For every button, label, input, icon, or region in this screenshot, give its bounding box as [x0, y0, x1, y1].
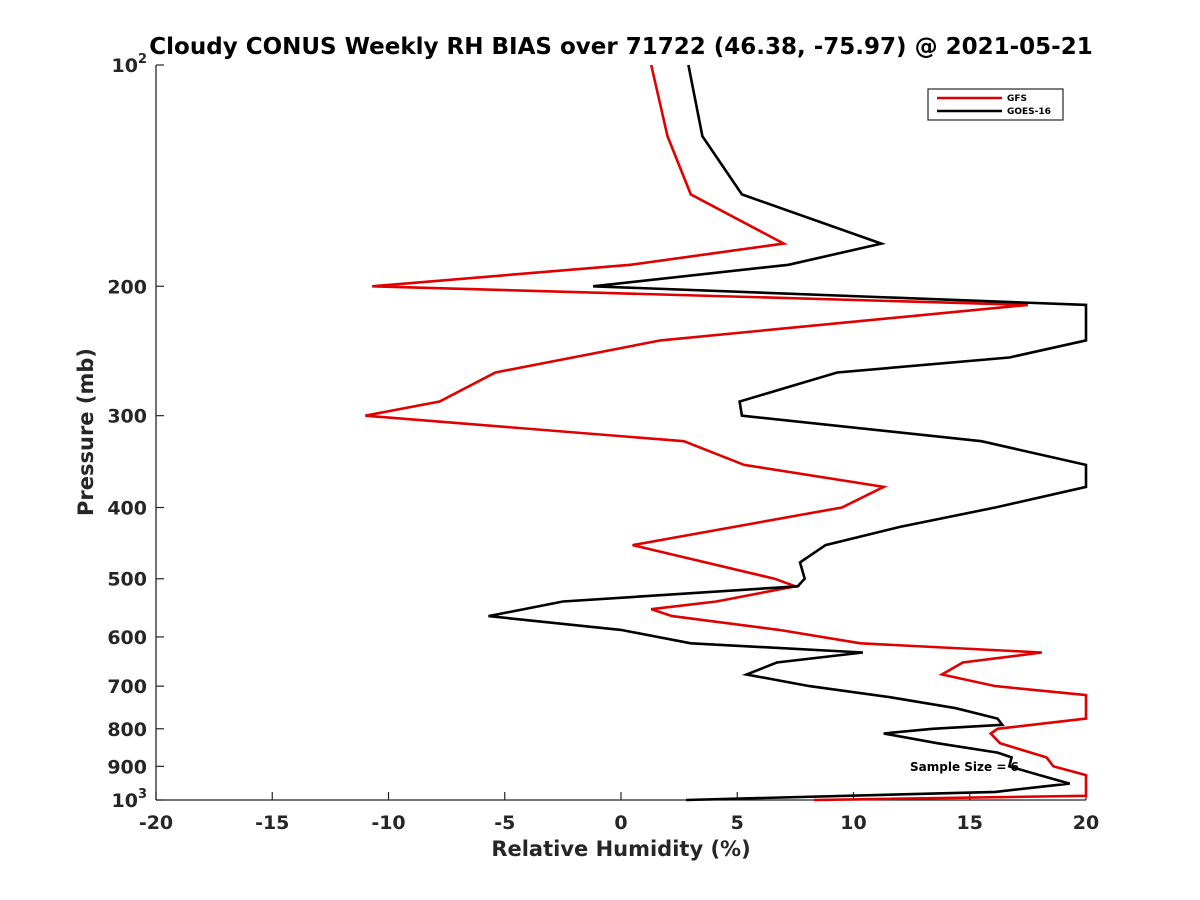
x-tick-label: 15 — [957, 812, 983, 834]
legend: GFS GOES-16 — [927, 88, 1064, 121]
y-tick-label: 600 — [107, 627, 147, 649]
y-tick-label: 400 — [107, 498, 147, 520]
series-line-goes16 — [488, 64, 1088, 802]
series-line-gfs — [365, 64, 1088, 802]
y-tick-base: 10 — [112, 55, 138, 77]
x-tick-label: -15 — [255, 812, 289, 834]
x-tick-label: -20 — [139, 812, 173, 834]
y-tick-exponent: 3 — [138, 787, 147, 802]
chart-title: Cloudy CONUS Weekly RH BIAS over 71722 (… — [149, 34, 1092, 60]
legend-label-gfs: GFS — [1007, 94, 1027, 104]
legend-box — [927, 88, 1064, 121]
y-tick-exponent: 2 — [138, 52, 147, 67]
legend-label-goes16: GOES-16 — [1007, 107, 1051, 117]
y-tick-label: 800 — [107, 719, 147, 741]
x-tick-label: -10 — [371, 812, 405, 834]
y-tick-label: 900 — [107, 756, 147, 778]
x-tick-label: 10 — [840, 812, 866, 834]
plot-area — [155, 65, 1086, 801]
x-tick-label: 5 — [731, 812, 744, 834]
series-layer — [365, 64, 1088, 802]
y-tick-label: 500 — [107, 569, 147, 591]
y-tick-label: 103 — [112, 787, 148, 812]
x-tick-label: 0 — [614, 812, 627, 834]
y-tick-base: 10 — [112, 790, 138, 812]
x-axis-ticks: -20 -15 -10 -5 0 5 10 15 20 — [139, 792, 1099, 834]
y-axis-label: Pressure (mb) — [74, 348, 98, 516]
y-tick-label: 200 — [107, 276, 147, 298]
x-tick-label: 20 — [1073, 812, 1099, 834]
x-tick-label: -5 — [494, 812, 515, 834]
y-tick-label: 700 — [107, 676, 147, 698]
y-tick-label: 102 — [112, 52, 148, 77]
sample-size-annotation: Sample Size = 6 — [910, 760, 1019, 774]
x-axis-label: Relative Humidity (%) — [491, 837, 750, 861]
y-tick-label: 300 — [107, 406, 147, 428]
